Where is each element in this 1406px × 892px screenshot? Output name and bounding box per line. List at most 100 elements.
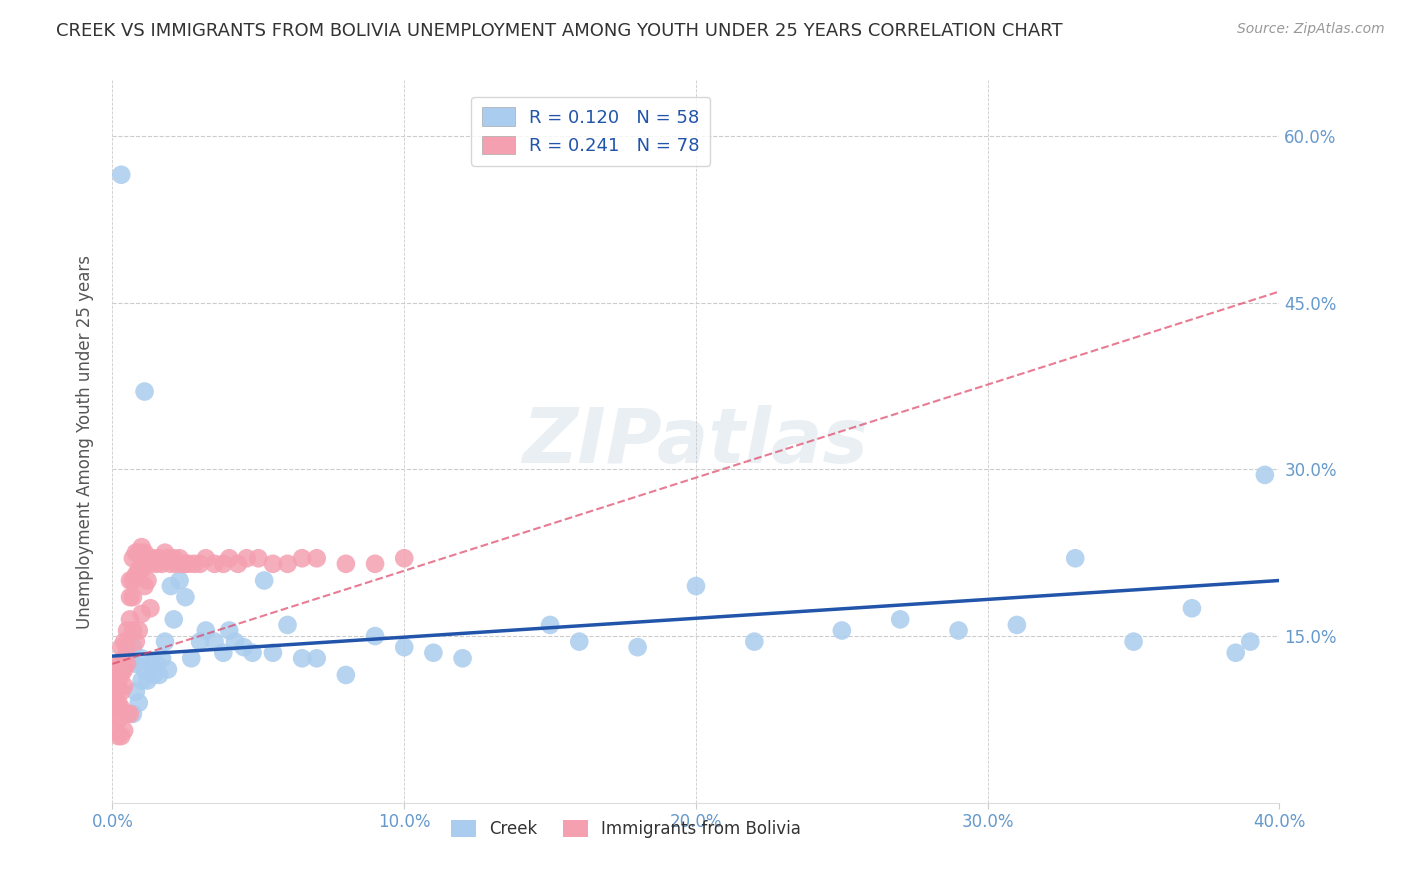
Point <box>188 557 211 571</box>
Point <box>226 557 249 571</box>
Point <box>115 657 138 671</box>
Point <box>224 634 246 648</box>
Point <box>422 646 444 660</box>
Point <box>291 651 314 665</box>
Point <box>148 551 170 566</box>
Point <box>139 601 162 615</box>
Point <box>134 546 156 560</box>
Point <box>142 551 165 566</box>
Point <box>104 668 127 682</box>
Point <box>115 657 138 671</box>
Point <box>122 624 145 638</box>
Point <box>194 624 217 638</box>
Point <box>134 579 156 593</box>
Point <box>115 624 138 638</box>
Point <box>145 557 167 571</box>
Point <box>177 557 200 571</box>
Point <box>335 557 357 571</box>
Point <box>242 646 264 660</box>
Point <box>1005 618 1028 632</box>
Point <box>305 551 328 566</box>
Point <box>112 679 135 693</box>
Point <box>291 551 314 566</box>
Point <box>232 640 254 655</box>
Point <box>253 574 276 588</box>
Point <box>166 557 188 571</box>
Point <box>156 551 179 566</box>
Point <box>1225 646 1247 660</box>
Point <box>889 612 911 626</box>
Text: Source: ZipAtlas.com: Source: ZipAtlas.com <box>1237 22 1385 37</box>
Point <box>112 634 135 648</box>
Point <box>364 629 387 643</box>
Point <box>153 634 176 648</box>
Point <box>110 168 132 182</box>
Point <box>104 706 127 721</box>
Point <box>451 651 474 665</box>
Point <box>134 384 156 399</box>
Point <box>1254 467 1277 482</box>
Point <box>1122 634 1144 648</box>
Point <box>174 557 197 571</box>
Point <box>134 662 156 676</box>
Point <box>122 640 145 655</box>
Point <box>1064 551 1087 566</box>
Point <box>122 706 145 721</box>
Point <box>276 618 298 632</box>
Point <box>107 679 129 693</box>
Point <box>150 651 173 665</box>
Point <box>188 634 211 648</box>
Point <box>163 551 186 566</box>
Point <box>204 634 226 648</box>
Point <box>685 579 707 593</box>
Point <box>160 557 183 571</box>
Point <box>218 624 240 638</box>
Point <box>948 624 970 638</box>
Point <box>235 551 257 566</box>
Point <box>145 657 167 671</box>
Point <box>128 562 150 576</box>
Point <box>148 668 170 682</box>
Point <box>136 574 159 588</box>
Point <box>118 574 141 588</box>
Point <box>150 557 173 571</box>
Point <box>107 713 129 727</box>
Point <box>262 557 284 571</box>
Point <box>139 657 162 671</box>
Point <box>107 668 129 682</box>
Point <box>305 651 328 665</box>
Legend: Creek, Immigrants from Bolivia: Creek, Immigrants from Bolivia <box>444 814 807 845</box>
Text: CREEK VS IMMIGRANTS FROM BOLIVIA UNEMPLOYMENT AMONG YOUTH UNDER 25 YEARS CORRELA: CREEK VS IMMIGRANTS FROM BOLIVIA UNEMPLO… <box>56 22 1063 40</box>
Point <box>247 551 270 566</box>
Point <box>122 551 145 566</box>
Point <box>538 618 561 632</box>
Point <box>110 684 132 698</box>
Point <box>276 557 298 571</box>
Text: ZIPatlas: ZIPatlas <box>523 405 869 478</box>
Point <box>142 668 165 682</box>
Point <box>128 624 150 638</box>
Point <box>627 640 650 655</box>
Point <box>112 651 135 665</box>
Point <box>107 657 129 671</box>
Point <box>131 540 153 554</box>
Point <box>104 679 127 693</box>
Point <box>118 612 141 626</box>
Point <box>183 557 205 571</box>
Point <box>262 646 284 660</box>
Point <box>568 634 591 648</box>
Point <box>131 562 153 576</box>
Point <box>364 557 387 571</box>
Point <box>180 651 202 665</box>
Point <box>125 546 148 560</box>
Point <box>125 634 148 648</box>
Point <box>156 662 179 676</box>
Point <box>115 706 138 721</box>
Point <box>1181 601 1204 615</box>
Point <box>169 574 191 588</box>
Point <box>107 729 129 743</box>
Point <box>110 729 132 743</box>
Point <box>139 557 162 571</box>
Point <box>394 551 416 566</box>
Point <box>122 574 145 588</box>
